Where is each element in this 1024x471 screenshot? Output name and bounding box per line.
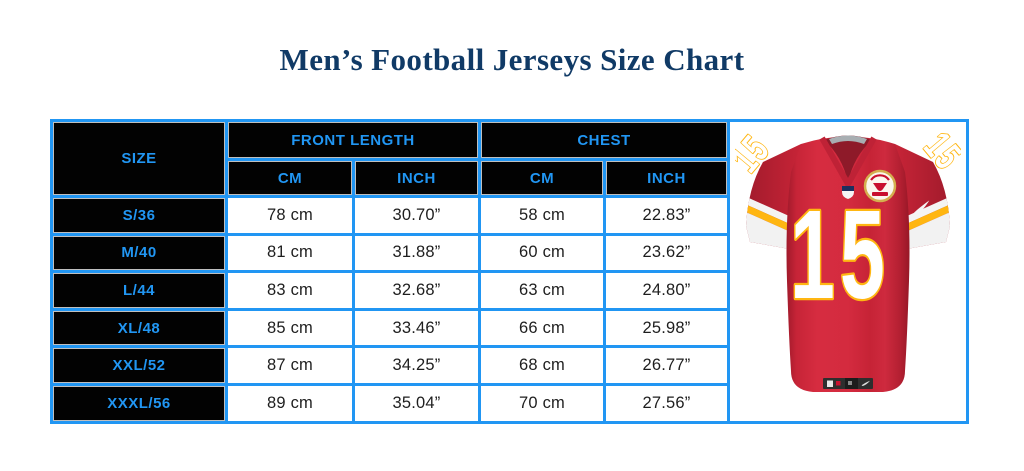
chest-inch-cell: 22.83” [603,195,730,236]
svg-text:15: 15 [790,185,890,326]
nfl-shield-logo [842,186,854,200]
chest-cm-cell: 68 cm [478,345,606,386]
front-cm-cell: 89 cm [225,382,355,424]
unit-header-chest-inch: INCH [603,158,730,198]
swoosh-icon [914,200,930,215]
unit-header-front-inch: INCH [352,158,481,198]
front-inch-cell: 32.68” [352,270,481,311]
size-cell: L/44 [50,270,228,311]
front-inch-cell: 31.88” [352,232,481,274]
chest-inch-cell: 25.98” [603,307,730,349]
front-inch-cell: 33.46” [352,307,481,349]
table-row: S/36 78 cm 30.70” 58 cm 22.83” [50,195,968,236]
jersey-collar-band [819,136,877,191]
front-cm-cell: 85 cm [225,307,355,349]
front-cm-cell: 78 cm [225,195,355,236]
table-row: M/40 81 cm 31.88” 60 cm 23.62” [50,232,968,274]
front-cm-cell: 81 cm [225,232,355,274]
team-patch-logo [863,170,897,203]
jersey-illustration: 15 15 15 [735,126,961,393]
size-cell: XXXL/56 [50,382,228,424]
unit-header-front-cm: CM [225,158,355,198]
size-chart-table: SIZE FRONT LENGTH CHEST [50,119,969,424]
chest-inch-cell: 27.56” [603,382,730,424]
chest-cm-cell: 58 cm [478,195,606,236]
front-cm-cell: 87 cm [225,345,355,386]
table-row: XL/48 85 cm 33.46” 66 cm 25.98” [50,307,968,349]
chest-inch-cell: 26.77” [603,345,730,386]
table-row: L/44 83 cm 32.68” 63 cm 24.80” [50,270,968,311]
column-group-front-length: FRONT LENGTH [225,119,481,161]
unit-header-chest-cm: CM [478,158,606,198]
page-title: Men’s Football Jerseys Size Chart [279,42,745,77]
chest-inch-cell: 23.62” [603,232,730,274]
jersey-neck-opening [824,135,872,183]
table-row: XXXL/56 89 cm 35.04” 70 cm 27.56” [50,382,968,424]
chest-cm-cell: 63 cm [478,270,606,311]
jersey-product-image: 15 15 15 [727,119,969,424]
front-cm-cell: 83 cm [225,270,355,311]
column-header-size: SIZE [50,119,228,198]
jersey-chest-number: 15 [788,183,890,327]
size-cell: XL/48 [50,307,228,349]
size-cell: M/40 [50,232,228,274]
chest-inch-cell: 24.80” [603,270,730,311]
size-cell: XXL/52 [50,345,228,386]
front-inch-cell: 34.25” [352,345,481,386]
chest-cm-cell: 70 cm [478,382,606,424]
jersey-left-sleeve-stripes [746,181,807,251]
front-inch-cell: 30.70” [352,195,481,236]
size-cell: S/36 [50,195,228,236]
table-row: XXL/52 87 cm 34.25” 68 cm 26.77” [50,345,968,386]
chest-cm-cell: 60 cm [478,232,606,274]
chest-cm-cell: 66 cm [478,307,606,349]
column-group-chest: CHEST [478,119,730,161]
front-inch-cell: 35.04” [352,382,481,424]
jersey-right-sleeve-stripes [889,181,950,251]
jersey-collar-tape [829,135,867,145]
jock-tag [823,378,873,390]
